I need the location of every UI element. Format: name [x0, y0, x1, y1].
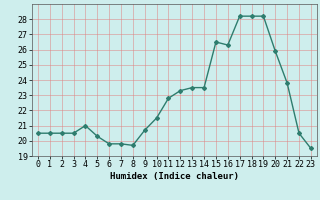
X-axis label: Humidex (Indice chaleur): Humidex (Indice chaleur): [110, 172, 239, 181]
